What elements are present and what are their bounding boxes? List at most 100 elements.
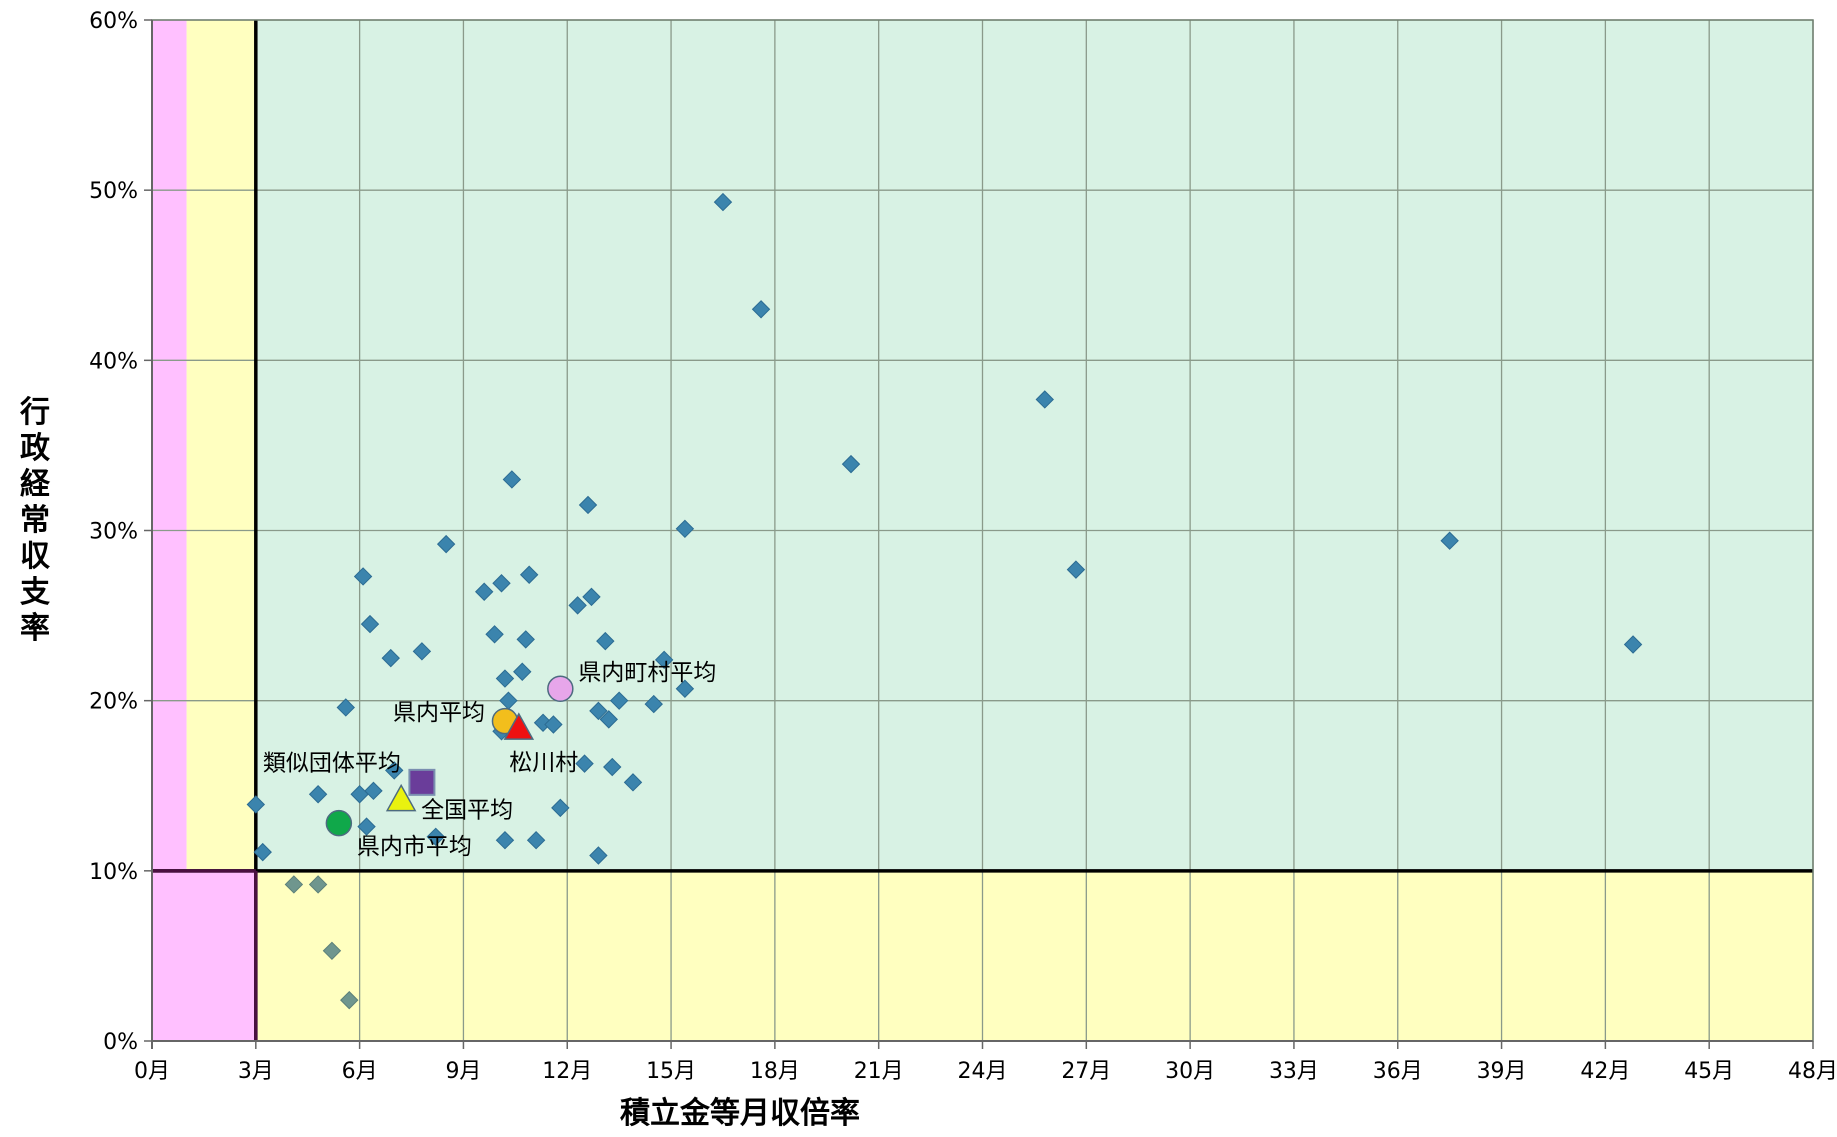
marker-label: 松川村 [509,750,578,776]
marker-circle [547,675,574,703]
marker-square [408,768,436,796]
x-tick-label: 9月 [445,1059,481,1084]
data-point [246,795,266,814]
data-point [1035,390,1054,409]
y-tick-label: 20% [89,690,138,715]
y-tick-label: 10% [89,860,138,885]
x-axis-ticks: 0月 3月 6月 9月 12月 15月 18月 21月 24月 27月 30月 33月 36月 39月 42… [134,1041,1837,1084]
marker-label: 県内平均 [393,700,485,726]
x-tick-label: 21月 [854,1059,904,1084]
data-point [675,679,695,698]
data-point [644,694,663,714]
data-point [474,582,494,601]
data-point [492,574,511,593]
data-point [519,565,539,584]
marker-label: 全国平均 [421,797,513,823]
data-point [253,842,272,862]
data-point [675,519,695,539]
x-tick-label: 0月 [134,1059,170,1084]
y-tick-label: 0% [103,1030,138,1055]
zone-pink-corner [152,870,256,1041]
data-point [551,798,570,818]
data-point [485,625,504,644]
zone-yellow-bottom [255,870,1813,1041]
data-point [357,817,376,836]
data-point [603,757,622,777]
marker-label: 類似団体平均 [263,750,401,776]
data-point [353,567,373,586]
data-point [336,698,355,717]
y-tick-label: 60% [89,9,138,34]
marker-triangle [385,783,417,812]
x-tick-label: 27月 [1061,1059,1111,1084]
x-tick-label: 3月 [238,1059,274,1084]
x-tick-label: 48月 [1788,1059,1837,1084]
data-point [568,596,587,615]
marker-label: 県内町村平均 [578,660,716,686]
data-point [381,648,400,668]
x-tick-label: 12月 [542,1059,592,1084]
data-point [589,701,608,721]
data-point [623,773,643,792]
marker-circle [325,809,353,837]
data-point [526,830,546,850]
data-point [308,875,328,894]
threshold-lines [152,20,1813,1041]
x-tick-label: 33月 [1269,1059,1319,1084]
zone-pink-left [152,20,187,871]
data-point [513,662,532,681]
data-point [340,990,359,1010]
x-tick-label: 18月 [750,1059,800,1084]
data-point [1440,531,1459,550]
data-point [308,785,328,804]
data-point [495,830,515,850]
marker-label: 県内市平均 [357,834,472,860]
data-point [364,781,383,801]
data-point [502,470,522,489]
x-axis-title: 積立金等月収倍率 [620,1096,860,1131]
data-point [385,761,404,780]
data-point [599,710,618,729]
data-point [841,454,861,474]
data-point [436,534,456,554]
marker-triangle [503,712,535,740]
x-tick-label: 45月 [1684,1059,1734,1084]
zone-yellow-left [186,20,256,871]
data-point [654,650,674,670]
data-point [284,875,304,894]
data-point [516,630,535,649]
data-point [426,827,445,847]
y-tick-label: 40% [89,349,138,374]
zone-green-main [255,20,1813,871]
y-axis-ticks: 0% 10% 20% 30% 40% 50% 60% [89,9,152,1055]
y-tick-label: 50% [89,179,138,204]
data-points [246,192,1643,1010]
x-tick-label: 24月 [958,1059,1008,1084]
y-tick-label: 30% [89,520,138,545]
data-point [575,754,594,773]
data-point [609,691,629,710]
x-tick-label: 36月 [1373,1059,1423,1084]
x-tick-label: 6月 [342,1059,378,1084]
data-point [582,587,601,607]
data-point [1066,560,1086,579]
data-point [713,192,733,212]
data-point [1623,635,1643,654]
x-tick-label: 39月 [1477,1059,1527,1084]
data-point [578,495,598,515]
data-point [412,642,432,661]
data-point [360,614,380,634]
data-point [589,846,608,865]
data-point [596,631,615,651]
data-point [544,715,563,734]
data-point [322,941,342,961]
data-point [751,300,771,319]
background-zones [152,20,1813,1041]
data-point [495,669,515,688]
x-tick-label: 15月 [646,1059,696,1084]
y-axis-title: 行政経常収支率 [19,395,51,646]
x-tick-label: 30月 [1165,1059,1215,1084]
x-tick-label: 42月 [1580,1059,1630,1084]
